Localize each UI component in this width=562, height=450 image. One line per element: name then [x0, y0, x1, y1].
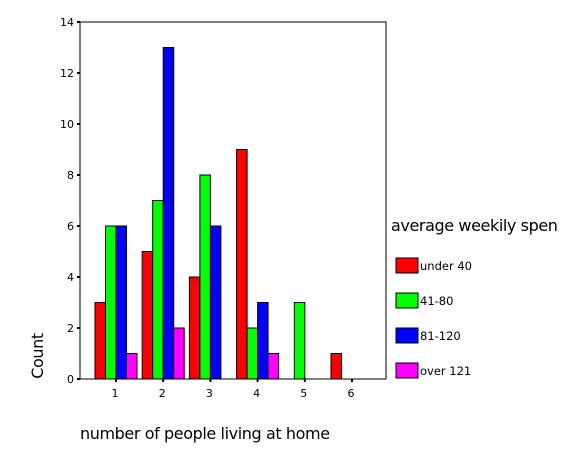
legend-swatch [395, 292, 419, 309]
y-tick-label: 12 [60, 67, 74, 80]
bar-3-under-40 [188, 276, 201, 380]
bar-4-81-120 [257, 302, 269, 380]
x-tick-label: 6 [348, 387, 355, 400]
y-tick-label: 4 [67, 271, 74, 284]
y-tick-label: 8 [67, 169, 74, 182]
y-tick-label: 10 [60, 118, 74, 131]
bar-5-41-80 [293, 302, 306, 380]
y-axis-title: Count [28, 333, 47, 379]
legend-swatch [395, 362, 419, 379]
x-tick-label: 4 [253, 387, 260, 400]
x-tick-label: 5 [300, 387, 307, 400]
y-tick-label: 14 [60, 16, 74, 29]
bar-1-81-120 [115, 225, 127, 380]
y-tick-label: 2 [67, 322, 74, 335]
x-tick-label: 3 [206, 387, 213, 400]
legend-label: 41-80 [420, 294, 453, 308]
y-tick-label: 0 [67, 373, 74, 386]
legend-items: under 40 41-80 81-120 over 121 [395, 257, 472, 379]
plot-area [79, 21, 387, 380]
legend-label: 81-120 [420, 329, 461, 343]
bar-1-41-80 [105, 225, 117, 380]
bar-4-under-40 [236, 149, 248, 380]
bar-3-81-120 [209, 225, 222, 380]
legend-title: average weekily spen [391, 216, 558, 235]
bar-6-under-40 [330, 353, 342, 380]
legend-label: over 121 [420, 364, 471, 378]
x-tick-label: 1 [112, 387, 119, 400]
legend-swatch [395, 257, 419, 274]
bar-2-81-120 [162, 47, 175, 380]
bar-3-41-80 [199, 174, 211, 380]
legend-swatch [395, 327, 419, 344]
x-tick-label: 2 [159, 387, 166, 400]
bar-1-over-121 [126, 353, 138, 380]
bars-layer [94, 47, 342, 380]
bar-2-41-80 [152, 200, 164, 380]
bar-2-under-40 [141, 251, 154, 380]
bar-4-41-80 [246, 327, 259, 380]
bar-1-under-40 [94, 302, 106, 380]
bar-2-over-121 [173, 327, 185, 380]
legend: average weekily spen under 40 41-80 81-120… [391, 216, 558, 379]
y-tick-label: 6 [67, 220, 74, 233]
bar-4-over-121 [267, 353, 280, 380]
legend-label: under 40 [420, 259, 472, 273]
x-axis-title: number of people living at home [80, 424, 330, 443]
